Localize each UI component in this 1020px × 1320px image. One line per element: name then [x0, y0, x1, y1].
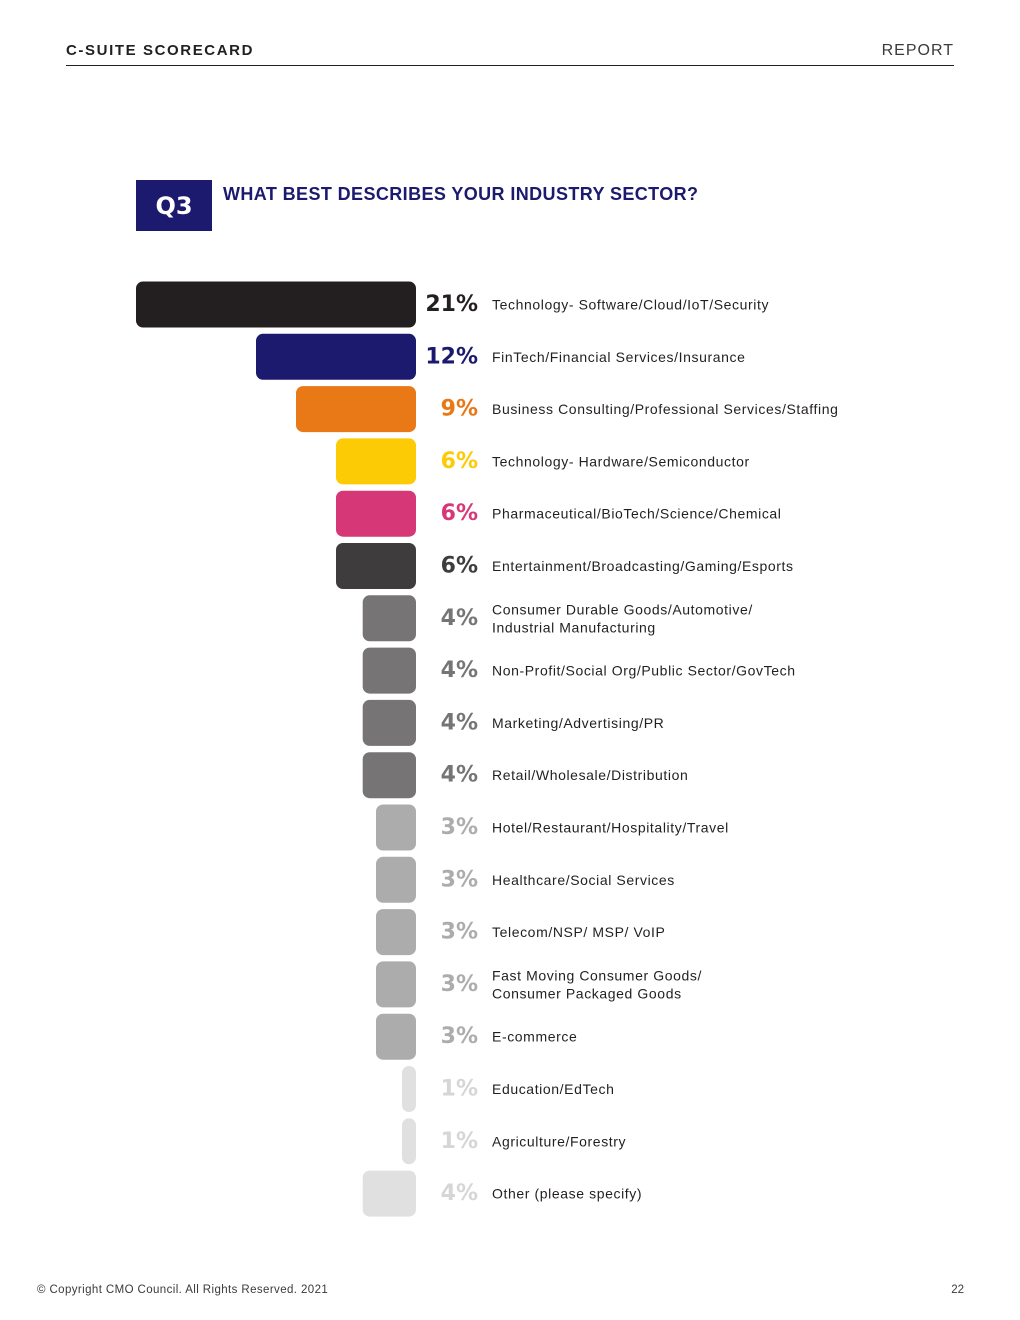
bar-18 [362, 1170, 416, 1217]
bar-category-label: Agriculture/Forestry [492, 1133, 626, 1149]
bar-category-label: E-commerce [492, 1029, 577, 1045]
bar-value-label: 1% [441, 1129, 478, 1154]
bar-2 [256, 333, 416, 380]
bar-value-label: 1% [441, 1077, 478, 1102]
question-title: WHAT BEST DESCRIBES YOUR INDUSTRY SECTOR… [223, 184, 699, 204]
bar-value-label: 4% [441, 606, 478, 631]
bar-1 [136, 281, 416, 328]
section-label: REPORT [881, 42, 954, 59]
bar-category-label: FinTech/Financial Services/Insurance [492, 349, 745, 365]
bar-3 [296, 386, 416, 433]
bar-value-label: 6% [441, 501, 478, 526]
bar-5 [336, 490, 416, 537]
bar-category-label: Hotel/Restaurant/Hospitality/Travel [492, 820, 729, 836]
bar-value-label: 6% [441, 449, 478, 474]
bar-category-label: Business Consulting/Professional Service… [492, 401, 838, 417]
bar-value-label: 4% [441, 710, 478, 735]
bar-value-label: 3% [441, 867, 478, 892]
bar-category-label: Consumer Durable Goods/Automotive/Indust… [492, 601, 753, 635]
bar-value-label: 4% [441, 763, 478, 788]
bar-value-label: 3% [441, 815, 478, 840]
page-number: 22 [951, 1284, 964, 1296]
bar-7 [362, 595, 416, 642]
bar-value-label: 9% [441, 397, 478, 422]
bar-value-label: 12% [425, 344, 478, 369]
bar-value-label: 3% [441, 920, 478, 945]
bar-value-label: 6% [441, 554, 478, 579]
bar-category-label: Retail/Wholesale/Distribution [492, 767, 688, 783]
bar-value-label: 4% [441, 1181, 478, 1206]
bar-value-label: 3% [441, 1024, 478, 1049]
bar-6 [336, 543, 416, 589]
bar-category-label: Technology- Hardware/Semiconductor [492, 453, 750, 469]
bar-value-label: 21% [425, 292, 478, 317]
bar-value-label: 4% [441, 658, 478, 683]
bar-12 [376, 856, 416, 903]
bar-17 [402, 1118, 416, 1165]
header-divider [66, 65, 954, 66]
bar-16 [402, 1066, 416, 1112]
question-number-badge: Q3 [136, 180, 212, 231]
bar-4 [336, 438, 416, 485]
bar-category-label: Non-Profit/Social Org/Public Sector/GovT… [492, 663, 796, 679]
bar-category-label: Education/EdTech [492, 1081, 614, 1097]
bar-category-label: Marketing/Advertising/PR [492, 715, 664, 731]
bar-category-label: Telecom/NSP/ MSP/ VoIP [492, 924, 665, 940]
copyright-notice: © Copyright CMO Council. All Rights Rese… [37, 1284, 329, 1296]
bar-category-label: Pharmaceutical/BioTech/Science/Chemical [492, 506, 782, 522]
bar-category-label: Technology- Software/Cloud/IoT/Security [492, 297, 769, 313]
bar-10 [362, 752, 416, 799]
bar-value-label: 3% [441, 972, 478, 997]
bar-14 [376, 961, 416, 1008]
bar-15 [376, 1013, 416, 1060]
bar-9 [362, 699, 416, 746]
bar-11 [376, 804, 416, 851]
bar-category-label: Entertainment/Broadcasting/Gaming/Esport… [492, 558, 794, 574]
bar-category-label: Other (please specify) [492, 1186, 642, 1202]
report-title: C-SUITE SCORECARD [66, 42, 255, 59]
bar-8 [362, 647, 416, 694]
bar-category-label: Healthcare/Social Services [492, 872, 675, 888]
bar-category-label: Fast Moving Consumer Goods/Consumer Pack… [492, 967, 702, 1001]
bar-13 [376, 909, 416, 956]
